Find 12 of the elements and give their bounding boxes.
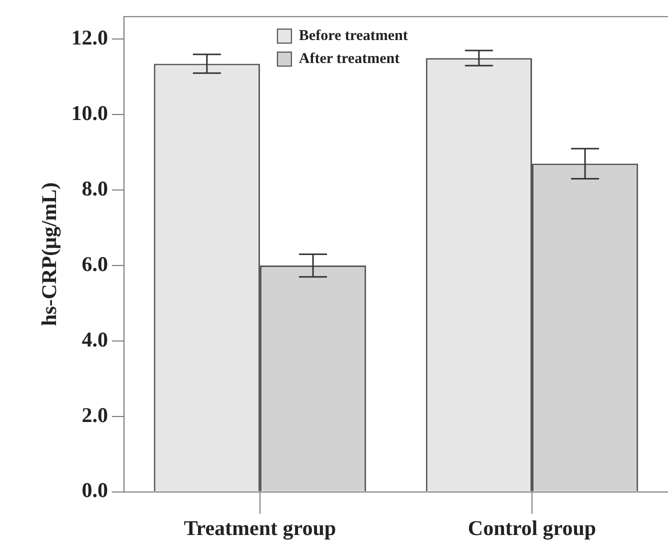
legend-label: After treatment: [298, 50, 400, 67]
x-tick-label: Control group: [468, 516, 596, 540]
y-tick-label: 8.0: [82, 176, 108, 201]
legend-label: Before treatment: [298, 28, 408, 44]
y-tick-label: 12.0: [71, 26, 108, 50]
y-axis-title: hs-CRP(μg/mL): [37, 182, 62, 326]
x-tick-label: Treatment group: [184, 516, 336, 540]
y-tick-label: 2.0: [82, 402, 108, 427]
y-tick-label: 0.0: [82, 478, 108, 502]
y-tick-label: 4.0: [82, 327, 108, 352]
y-tick-label: 6.0: [82, 252, 108, 276]
y-tick-label: 10.0: [71, 101, 108, 126]
